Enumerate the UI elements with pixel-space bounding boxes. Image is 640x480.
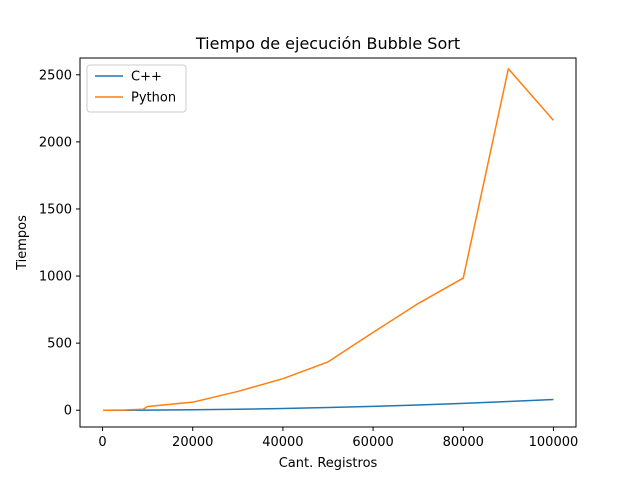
y-axis-label: Tiempos <box>15 215 30 271</box>
y-tick-label: 1500 <box>39 202 72 217</box>
x-axis: 0 20000 40000 60000 80000 100000 <box>98 427 578 450</box>
x-tick-label: 100000 <box>529 435 579 450</box>
y-axis: 0 500 1000 1500 2000 2500 <box>39 68 80 419</box>
legend-label-cpp: C++ <box>131 70 162 85</box>
chart-title: Tiempo de ejecución Bubble Sort <box>195 34 460 53</box>
series-line-python <box>102 67 555 411</box>
y-tick-label: 500 <box>47 337 72 352</box>
y-tick-label: 2500 <box>39 68 72 83</box>
y-tick-label: 2000 <box>39 135 72 150</box>
y-tick-label: 0 <box>64 404 72 419</box>
x-tick-label: 40000 <box>262 435 303 450</box>
legend: C++ Python <box>86 64 187 113</box>
y-tick-label: 1000 <box>39 270 72 285</box>
series-layer <box>102 67 555 411</box>
plot-frame <box>79 57 577 428</box>
x-tick-label: 80000 <box>443 435 484 450</box>
x-axis-label: Cant. Registros <box>279 456 378 471</box>
x-tick-label: 0 <box>98 435 106 450</box>
plot-area <box>80 58 576 427</box>
legend-label-python: Python <box>131 91 176 106</box>
x-tick-label: 60000 <box>352 435 393 450</box>
x-tick-label: 20000 <box>172 435 213 450</box>
